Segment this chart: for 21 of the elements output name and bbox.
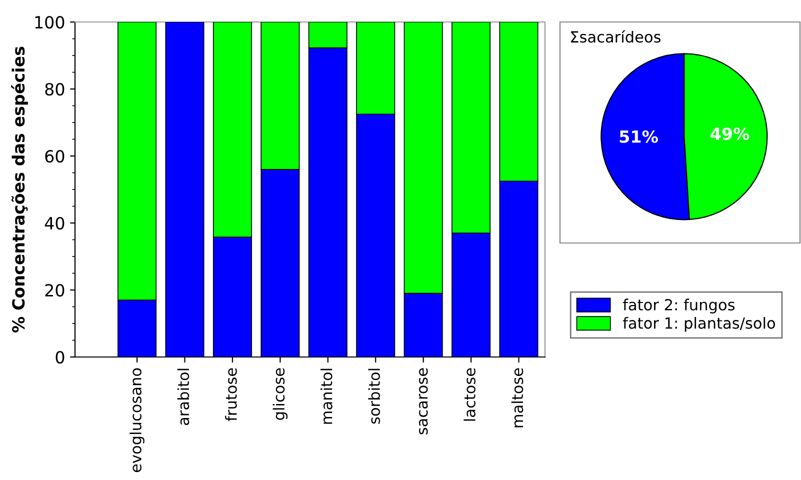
x-tick-label: sorbitol: [368, 368, 380, 424]
y-tick-label: 80: [45, 82, 64, 96]
x-tick-label: glicose: [272, 368, 288, 420]
y-tick-label: 20: [45, 284, 64, 297]
chart-title: Σsacarídeos: [571, 30, 661, 43]
y-axis-title: % Concentrações das espécies: [11, 46, 28, 332]
x-tick-label: arabitol: [177, 368, 190, 426]
x-tick-label: lactose: [464, 368, 476, 421]
x-tick-label: evoglucosano: [130, 368, 144, 472]
y-tick-label: 0: [56, 350, 64, 364]
y-tick-label: 60: [45, 150, 64, 163]
data-label: 51%: [620, 130, 658, 143]
y-tick-label: 40: [44, 216, 64, 230]
y-tick-label: 100: [35, 16, 64, 29]
x-tick-label: frutose: [225, 368, 237, 422]
data-label: 49%: [710, 127, 750, 140]
x-tick-label: manitol: [320, 368, 332, 424]
x-tick-label: sacarose: [418, 368, 428, 434]
legend-label: fator 1: plantas/solo: [622, 316, 776, 332]
x-tick-label: maltose: [511, 368, 524, 428]
legend-label: fator 2: fungos: [622, 298, 735, 314]
